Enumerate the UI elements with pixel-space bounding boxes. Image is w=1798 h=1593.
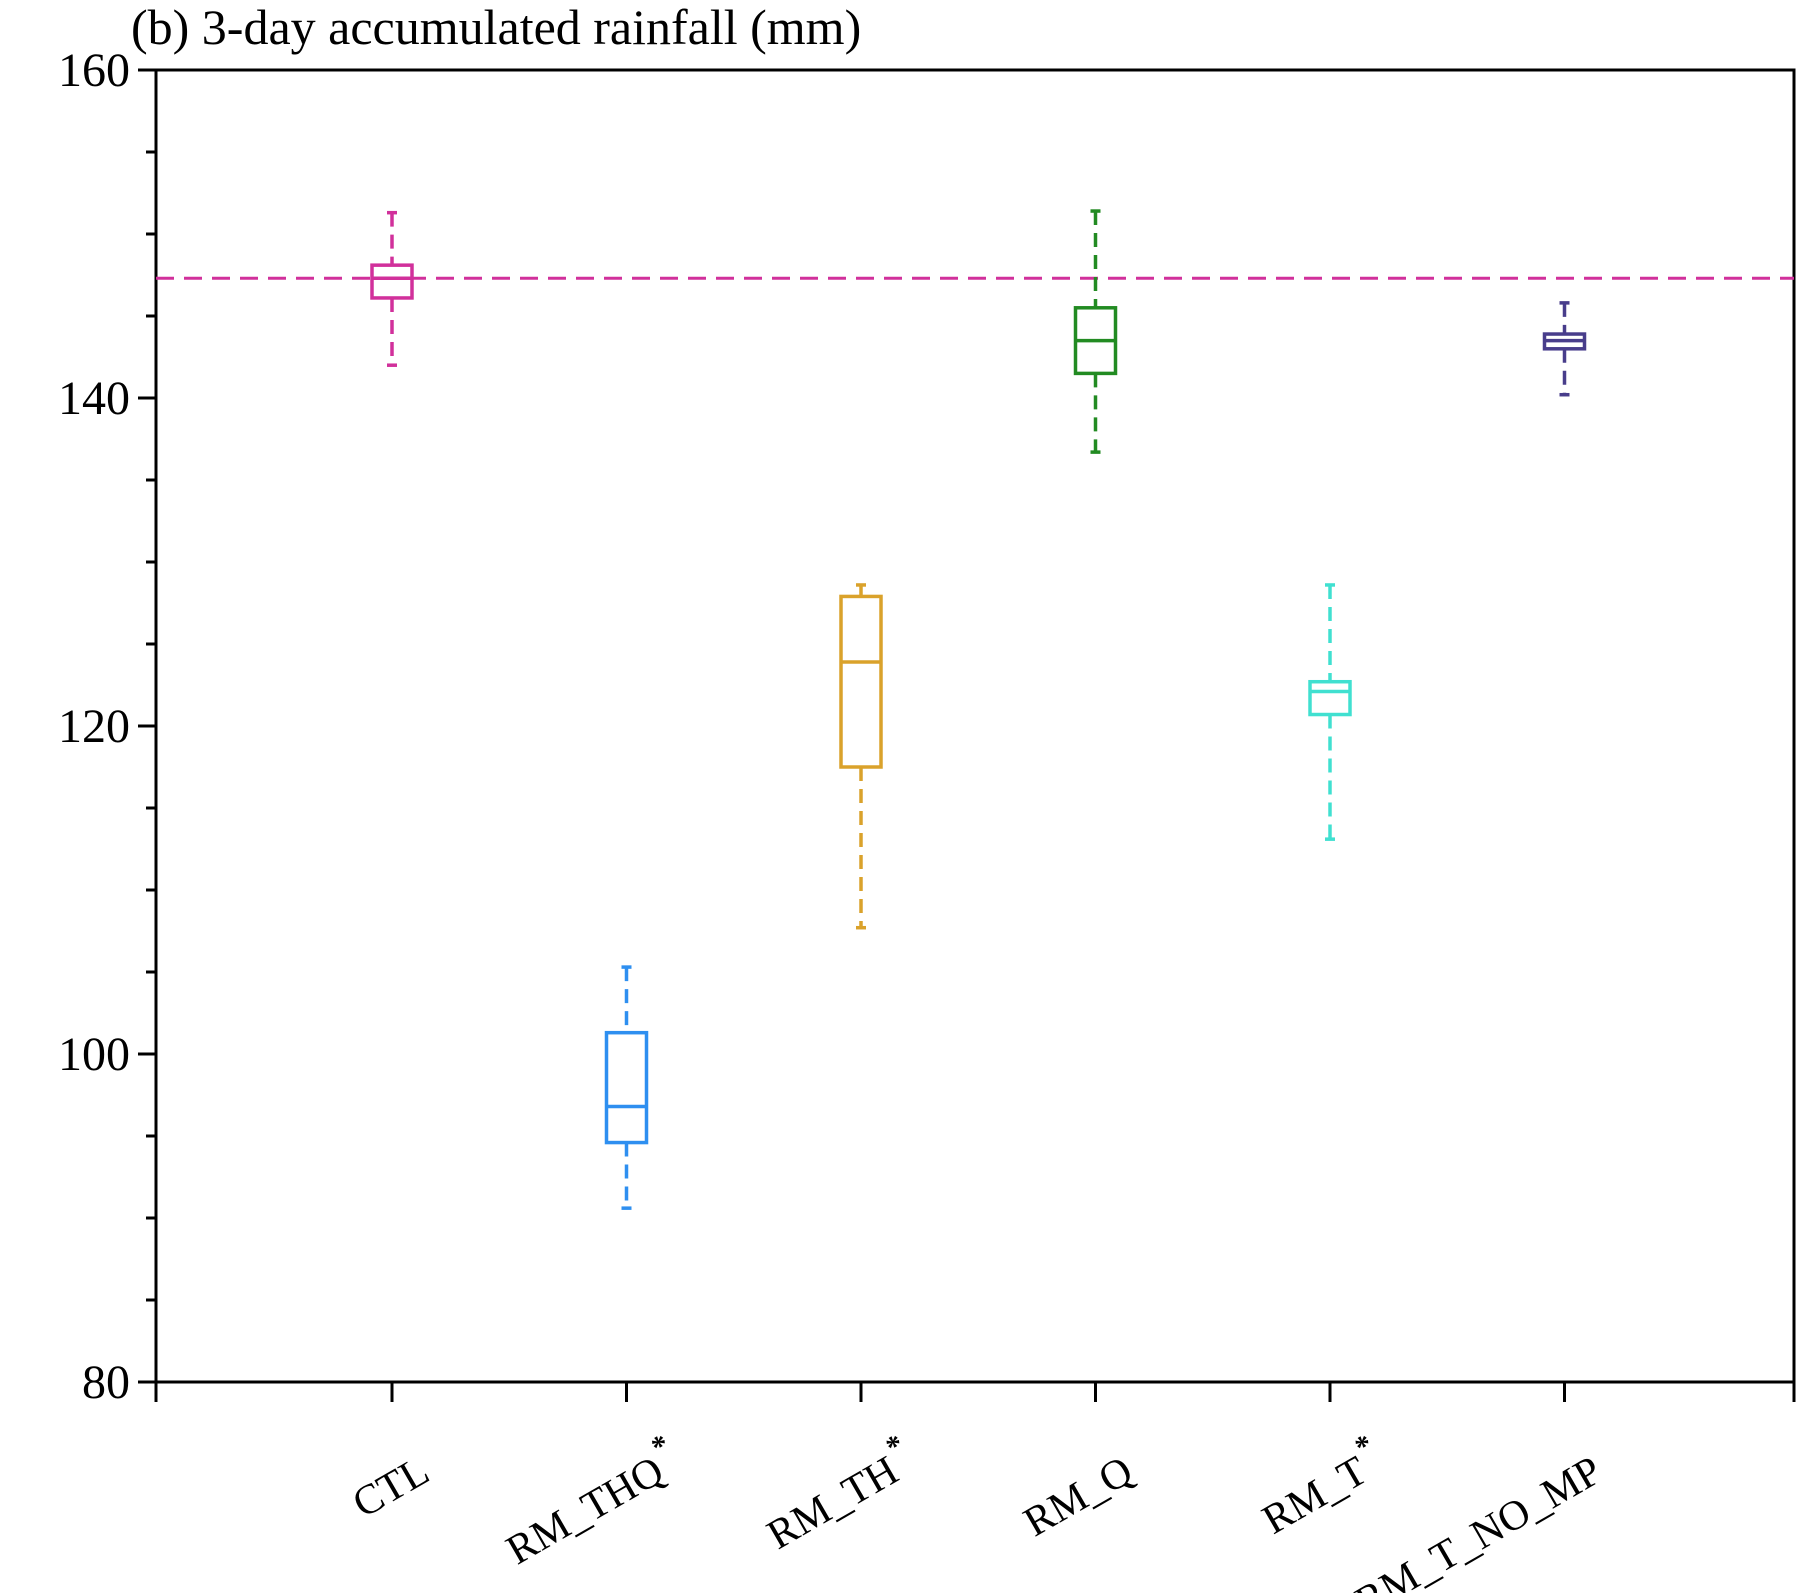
x-tick-label: RM_T_NO_MP <box>1348 1448 1609 1593</box>
y-tick-label: 120 <box>58 700 130 753</box>
x-tick-label: RM_TH <box>760 1448 906 1559</box>
x-axis: CTL RM_THQ* RM_TH* RM_Q RM_T*RM_T_NO_MP <box>154 1382 1796 1593</box>
x-tick-label-group: RM_THQ* <box>499 1428 676 1574</box>
box-rm-th <box>839 583 883 930</box>
y-tick-label: 140 <box>58 372 130 425</box>
x-tick-label-group: RM_T_NO_MP <box>1348 1448 1609 1593</box>
iqr-box <box>604 1030 649 1145</box>
x-tick-label: CTL <box>345 1448 437 1528</box>
iqr-box <box>1308 679 1352 717</box>
x-tick-label: RM_THQ <box>499 1448 672 1574</box>
x-tick-label-group: CTL <box>345 1448 437 1528</box>
y-axis: 80 100 120 140 160 <box>58 44 156 1409</box>
x-tick-label: RM_T <box>1255 1448 1375 1544</box>
x-tick-label-group: RM_T* <box>1255 1428 1379 1544</box>
box-rm-thq <box>604 965 649 1210</box>
x-tick-label-group: RM_Q <box>1016 1448 1140 1546</box>
box-rm-q <box>1073 209 1118 454</box>
chart-title: (b) 3-day accumulated rainfall (mm) <box>131 0 861 55</box>
iqr-box <box>370 263 414 300</box>
x-tick-label: RM_Q <box>1016 1448 1140 1546</box>
y-tick-label: 80 <box>82 1356 130 1409</box>
boxes-group <box>370 209 1587 1210</box>
box-rm-t <box>1308 583 1352 841</box>
x-tick-label-group: RM_TH* <box>760 1428 910 1559</box>
box-ctl <box>370 210 414 367</box>
y-tick-label: 160 <box>58 44 130 97</box>
iqr-box <box>839 594 883 769</box>
box-rm-t-no-mp <box>1542 301 1587 397</box>
y-tick-label: 100 <box>58 1028 130 1081</box>
